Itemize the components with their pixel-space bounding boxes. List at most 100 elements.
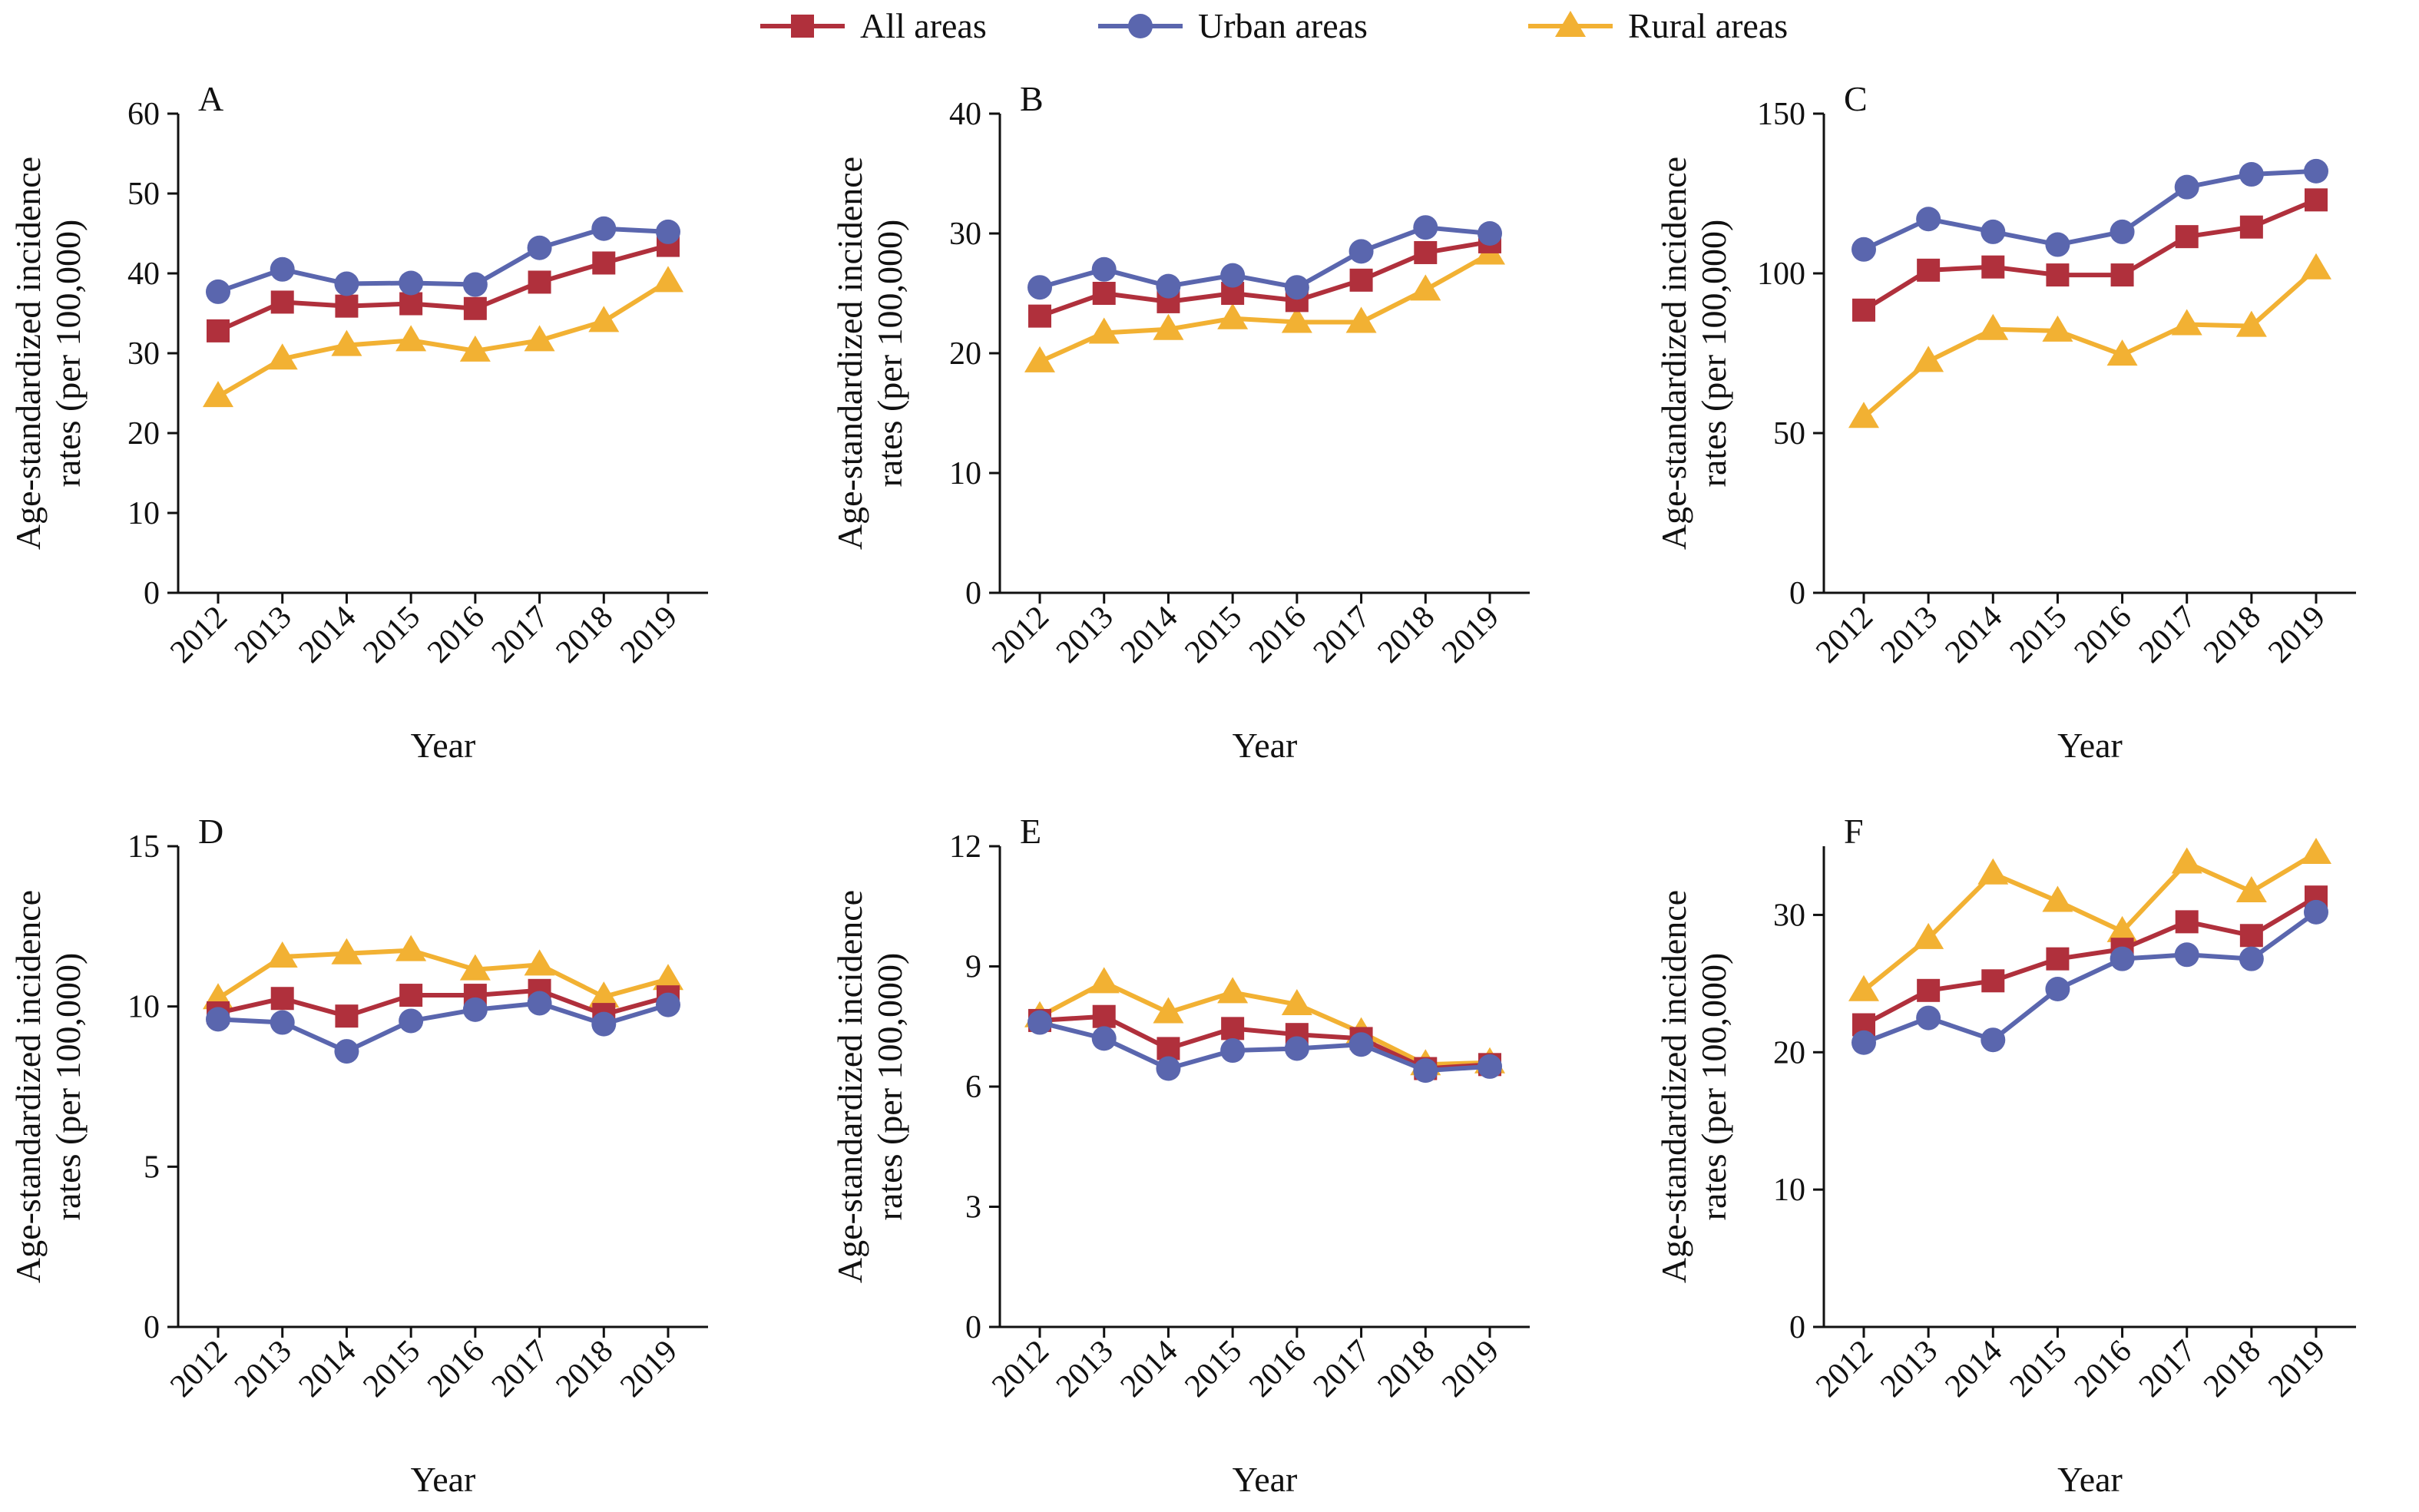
data-point-rural xyxy=(266,343,298,370)
y-axis-title-line: rates (per 100,000) xyxy=(1694,953,1733,1221)
y-tick-label: 20 xyxy=(949,336,981,372)
data-point-rural xyxy=(653,964,683,991)
data-point-rural xyxy=(1088,967,1120,994)
data-point-rural xyxy=(524,949,555,976)
x-axis-title: Year xyxy=(411,726,476,765)
data-point-urban xyxy=(1348,1032,1374,1057)
data-point-all xyxy=(399,292,423,316)
data-point-rural xyxy=(2301,837,2331,864)
series-line-rural xyxy=(1862,266,2318,419)
x-tick-label: 2013 xyxy=(1050,600,1120,670)
y-tick-label: 0 xyxy=(1789,1310,1805,1345)
x-tick-label: 2018 xyxy=(549,600,620,670)
x-tick-label: 2012 xyxy=(985,600,1056,670)
data-point-rural xyxy=(2106,339,2138,366)
data-point-urban xyxy=(2174,942,2199,968)
series-rural xyxy=(1024,238,1505,372)
y-axis-title-line: Age-standardized incidence xyxy=(830,890,869,1283)
series-urban xyxy=(1027,215,1502,300)
x-tick-label: 2019 xyxy=(2262,600,2332,670)
data-point-urban xyxy=(656,219,680,244)
data-point-all xyxy=(2175,910,2199,934)
data-point-urban xyxy=(206,1007,230,1032)
data-point-urban xyxy=(206,279,230,304)
data-point-urban xyxy=(1220,1038,1246,1064)
data-point-urban xyxy=(334,271,359,296)
data-point-all xyxy=(2239,924,2263,948)
data-point-urban xyxy=(527,991,552,1016)
series-rural xyxy=(203,935,683,1010)
x-tick-label: 2018 xyxy=(2197,1334,2268,1404)
data-point-urban xyxy=(1413,1058,1438,1084)
x-tick-label: 2015 xyxy=(356,1334,427,1404)
data-point-rural xyxy=(588,306,620,333)
x-tick-label: 2019 xyxy=(614,1334,684,1404)
y-tick-label: 10 xyxy=(949,456,981,491)
data-point-rural xyxy=(2235,310,2267,337)
x-tick-label: 2012 xyxy=(985,1334,1056,1404)
x-tick-label: 2014 xyxy=(293,1334,363,1404)
data-point-all xyxy=(335,294,359,318)
y-axis-title-line: Age-standardized incidence xyxy=(1654,157,1693,550)
data-point-all xyxy=(335,1004,359,1028)
data-point-urban xyxy=(1220,263,1246,288)
x-axis-title: Year xyxy=(2057,726,2123,765)
data-point-all xyxy=(592,251,616,275)
data-point-urban xyxy=(1091,256,1117,282)
y-tick-label: 12 xyxy=(949,829,981,865)
data-point-urban xyxy=(462,997,488,1022)
y-tick-label: 10 xyxy=(127,990,160,1025)
y-tick-label: 20 xyxy=(127,416,160,452)
data-point-rural xyxy=(1848,402,1879,428)
series-rural xyxy=(203,266,683,408)
x-tick-label: 2018 xyxy=(2197,600,2268,670)
legend-marker-triangle xyxy=(1555,11,1586,37)
data-point-urban xyxy=(2110,946,2135,971)
data-point-rural xyxy=(1410,274,1441,301)
y-tick-label: 10 xyxy=(1773,1173,1805,1208)
data-point-rural xyxy=(1977,313,2009,340)
panel-letter: D xyxy=(198,812,223,851)
panel-letter: A xyxy=(198,79,223,118)
y-tick-label: 50 xyxy=(127,177,160,212)
x-tick-label: 2018 xyxy=(1371,1334,1441,1404)
data-point-urban xyxy=(2045,977,2070,1002)
data-point-rural xyxy=(1217,303,1249,329)
x-tick-label: 2016 xyxy=(421,600,491,670)
x-tick-label: 2017 xyxy=(2133,600,2203,670)
data-point-all xyxy=(1852,298,1875,322)
data-point-urban xyxy=(2304,899,2328,925)
data-point-all xyxy=(1414,240,1438,264)
data-point-urban xyxy=(1413,215,1438,240)
data-point-urban xyxy=(1851,237,1876,262)
series-rural xyxy=(1848,253,2331,428)
x-tick-label: 2014 xyxy=(1938,600,2009,670)
x-tick-label: 2017 xyxy=(485,1334,556,1404)
data-point-rural xyxy=(1153,997,1184,1024)
data-point-urban xyxy=(1981,1027,2006,1053)
x-tick-label: 2017 xyxy=(485,600,556,670)
x-tick-label: 2017 xyxy=(1307,600,1378,670)
x-tick-label: 2019 xyxy=(2262,1334,2332,1404)
x-tick-label: 2015 xyxy=(2004,600,2074,670)
panel-c: 0 50 100 150 2012201320142015201620172018201… xyxy=(1654,79,2356,765)
data-point-rural xyxy=(395,935,427,961)
data-point-urban xyxy=(399,1008,424,1034)
series-urban xyxy=(206,991,680,1064)
panel-b: 0 10 20 30 40 2012201320142015201620172018201… xyxy=(830,79,1530,765)
data-point-rural xyxy=(588,981,620,1008)
data-point-urban xyxy=(591,216,617,241)
x-tick-label: 2018 xyxy=(549,1334,620,1404)
x-tick-label: 2016 xyxy=(2068,1334,2139,1404)
data-point-all xyxy=(1028,304,1051,328)
y-axis-title-line: rates (per 100,000) xyxy=(870,953,909,1221)
data-point-urban xyxy=(1284,1036,1309,1061)
legend-label: Urban areas xyxy=(1198,6,1368,45)
y-tick-label: 0 xyxy=(1789,576,1805,611)
legend: All areas Urban areas Rural areas xyxy=(760,6,1788,45)
data-point-urban xyxy=(1027,1010,1052,1035)
data-point-urban xyxy=(656,992,680,1017)
x-tick-label: 2015 xyxy=(356,600,427,670)
